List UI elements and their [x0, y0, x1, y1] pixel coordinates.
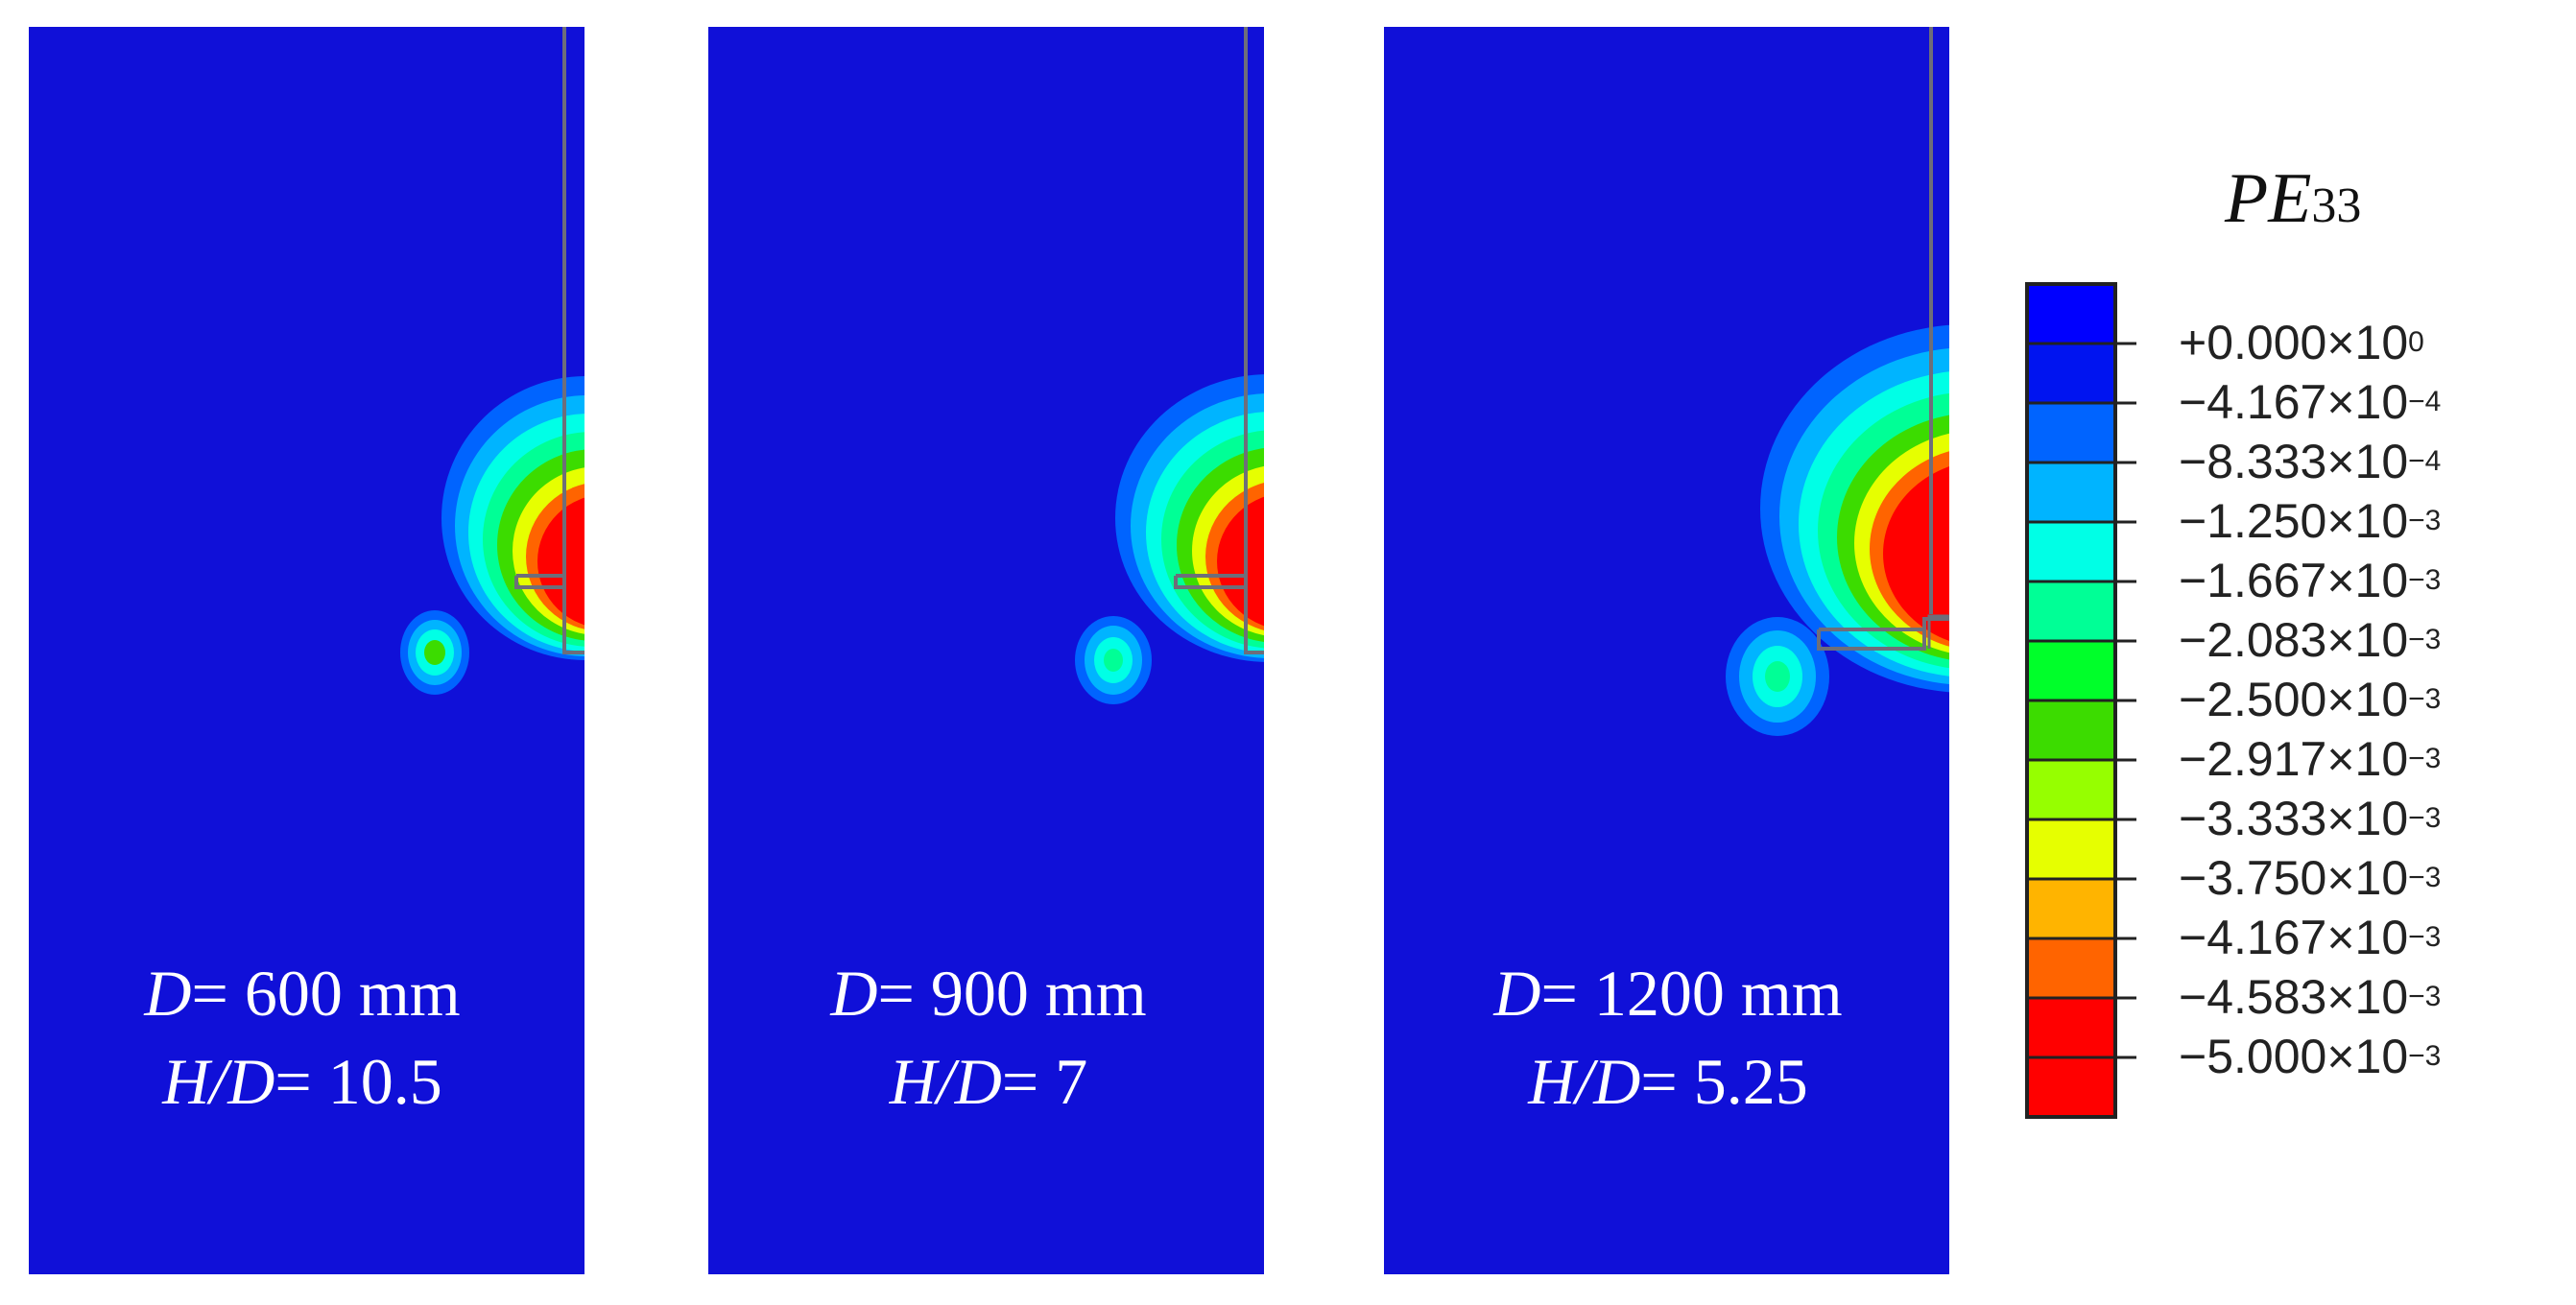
tick-exponent: −3	[2408, 743, 2442, 774]
panel-3: D= 1200 mm H/D= 5.25	[1384, 27, 1949, 1274]
colorbar-segment-9	[2027, 760, 2115, 819]
panel-2-contour	[1075, 27, 1264, 704]
tick-mantissa: −4.167×10	[2179, 911, 2409, 964]
legend-title: PE33	[2225, 158, 2361, 240]
tick-exponent: −4	[2408, 445, 2442, 477]
tick-mantissa: −1.250×10	[2179, 494, 2409, 548]
tick-mantissa: −2.917×10	[2179, 732, 2409, 786]
colorbar-segment-5	[2027, 522, 2115, 581]
legend-tick-label: −4.583×10−3	[2179, 973, 2441, 1021]
legend-tick-label: −8.333×10−4	[2179, 438, 2441, 486]
tick-exponent: 0	[2408, 326, 2424, 358]
legend-tick-label: −2.917×10−3	[2179, 735, 2441, 783]
legend-tick-label: +0.000×100	[2179, 319, 2424, 367]
panel-3-contour	[1726, 27, 1949, 736]
tick-mantissa: +0.000×10	[2179, 316, 2409, 369]
tick-mantissa: −2.500×10	[2179, 673, 2409, 726]
panel-3-diameter-label: D= 1200 mm	[1492, 957, 1842, 1030]
legend-tick-label: −3.333×10−3	[2179, 795, 2441, 842]
colorbar-segment-8	[2027, 700, 2115, 760]
tick-exponent: −3	[2408, 981, 2442, 1012]
legend-tick-label: −2.500×10−3	[2179, 676, 2441, 724]
legend-tick-label: −4.167×10−4	[2179, 378, 2441, 426]
legend-tick-label: −5.000×10−3	[2179, 1032, 2441, 1080]
panel-2: D= 900 mm H/D= 7	[708, 27, 1264, 1274]
panel-1-contour	[400, 27, 584, 695]
legend-title-symbol: PE	[2225, 159, 2312, 238]
panel-2-background	[708, 27, 1264, 1274]
panel-1-ratio-label: H/D= 10.5	[161, 1045, 441, 1118]
tick-mantissa: −4.583×10	[2179, 970, 2409, 1024]
legend-colorbar	[2025, 282, 2136, 1119]
tick-mantissa: −1.667×10	[2179, 554, 2409, 607]
legend-tick-label: −1.667×10−3	[2179, 557, 2441, 605]
colorbar-segment-3	[2027, 403, 2115, 463]
tick-exponent: −4	[2408, 386, 2442, 417]
colorbar-segment-6	[2027, 581, 2115, 641]
tick-mantissa: −4.167×10	[2179, 375, 2409, 429]
legend-tick-label: −4.167×10−3	[2179, 914, 2441, 961]
tick-mantissa: −3.333×10	[2179, 792, 2409, 845]
legend-tick-label: −3.750×10−3	[2179, 854, 2441, 902]
tick-exponent: −3	[2408, 1040, 2442, 1072]
panel-1-diameter-label: D= 600 mm	[143, 957, 460, 1030]
panel-3-ratio-label: H/D= 5.25	[1527, 1045, 1807, 1118]
tick-mantissa: −8.333×10	[2179, 435, 2409, 488]
panel-2-diameter-label: D= 900 mm	[829, 957, 1146, 1030]
tick-exponent: −3	[2408, 802, 2442, 834]
legend-tick-label: −2.083×10−3	[2179, 616, 2441, 664]
tick-exponent: −3	[2408, 505, 2442, 536]
colorbar-segment-14	[2027, 1057, 2115, 1117]
tick-mantissa: −3.750×10	[2179, 851, 2409, 905]
legend-tick-label: −1.250×10−3	[2179, 497, 2441, 545]
tick-mantissa: −2.083×10	[2179, 613, 2409, 667]
tick-exponent: −3	[2408, 624, 2442, 655]
tick-mantissa: −5.000×10	[2179, 1030, 2409, 1083]
colorbar-segment-10	[2027, 819, 2115, 879]
colorbar-segment-13	[2027, 998, 2115, 1057]
colorbar-segment-12	[2027, 938, 2115, 998]
colorbar-segment-1	[2027, 284, 2115, 344]
panel-2-ratio-label: H/D= 7	[889, 1045, 1087, 1118]
tick-exponent: −3	[2408, 862, 2442, 893]
panel-1-background	[29, 27, 584, 1274]
tick-exponent: −3	[2408, 564, 2442, 596]
tick-exponent: −3	[2408, 683, 2442, 715]
colorbar-segment-7	[2027, 641, 2115, 700]
colorbar-segment-4	[2027, 463, 2115, 522]
legend-title-subscript: 33	[2311, 178, 2362, 233]
panel-1: D= 600 mm H/D= 10.5	[29, 27, 584, 1274]
colorbar-segment-2	[2027, 344, 2115, 403]
tick-exponent: −3	[2408, 921, 2442, 953]
colorbar-segment-11	[2027, 879, 2115, 938]
